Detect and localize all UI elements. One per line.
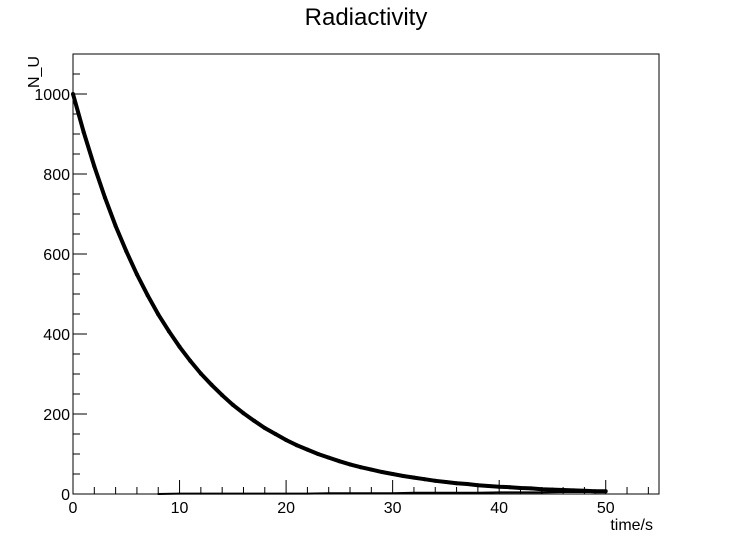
data-point xyxy=(476,491,479,494)
data-point xyxy=(145,293,150,298)
y-axis-label: N_U xyxy=(26,56,43,88)
data-point xyxy=(177,344,182,349)
data-point xyxy=(199,492,202,495)
data-point xyxy=(124,249,129,254)
data-point xyxy=(349,492,352,495)
y-tick-label: 400 xyxy=(43,327,70,344)
y-tick-label: 0 xyxy=(61,487,70,504)
data-point xyxy=(326,455,331,460)
data-point xyxy=(262,426,267,430)
axis-layer: 0 10 20 30 40 50 0 200 400 600 800 1000 xyxy=(34,53,649,517)
data-point xyxy=(434,491,437,494)
data-point xyxy=(178,492,181,495)
data-point xyxy=(113,224,118,228)
x-tick-label: 40 xyxy=(490,500,508,517)
data-point xyxy=(411,475,416,480)
data-point xyxy=(188,358,193,363)
data-point xyxy=(327,492,330,495)
data-point xyxy=(369,467,374,472)
data-point xyxy=(475,483,480,488)
data-point xyxy=(540,491,543,494)
data-point xyxy=(316,452,321,456)
data-point xyxy=(379,470,384,474)
x-tick-label: 50 xyxy=(597,500,615,517)
data-point xyxy=(519,491,522,494)
data-point xyxy=(562,491,565,493)
data-point xyxy=(498,491,501,494)
data-point xyxy=(306,492,309,495)
data-point xyxy=(273,432,278,436)
series-line-2 xyxy=(158,491,606,495)
data-point xyxy=(198,371,203,376)
data-point xyxy=(92,164,97,169)
data-point xyxy=(285,492,288,495)
y-tick-label: 200 xyxy=(43,407,70,424)
data-point xyxy=(454,481,459,486)
data-point xyxy=(391,492,394,495)
data-point xyxy=(561,488,566,492)
data-point xyxy=(81,130,86,134)
data-point xyxy=(390,472,395,476)
data-point xyxy=(422,477,427,482)
data-point xyxy=(507,485,512,490)
data-point xyxy=(604,491,607,493)
data-point xyxy=(284,438,289,442)
data-point xyxy=(412,491,415,494)
data-point xyxy=(102,195,107,200)
data-point xyxy=(220,393,225,398)
series-line-1 xyxy=(71,93,606,494)
data-point xyxy=(583,491,586,493)
data-point xyxy=(433,478,438,483)
x-tick-label: 20 xyxy=(277,500,295,517)
data-point xyxy=(497,484,502,489)
data-point xyxy=(455,491,458,494)
data-point xyxy=(294,443,299,448)
y-tick-label: 1000 xyxy=(34,87,70,104)
data-layer xyxy=(71,92,608,495)
x-axis-label: time/s xyxy=(610,517,653,534)
data-point xyxy=(252,418,257,423)
data-point xyxy=(241,411,246,416)
y-tick-label: 800 xyxy=(43,167,70,184)
data-point xyxy=(529,486,534,491)
data-point xyxy=(263,492,266,495)
data-point xyxy=(242,492,245,495)
data-point xyxy=(443,480,448,484)
data-point xyxy=(401,474,406,478)
data-point xyxy=(134,272,139,277)
x-tick-label: 10 xyxy=(171,500,189,517)
data-point xyxy=(156,312,161,317)
data-point xyxy=(221,492,224,495)
data-point xyxy=(358,465,363,470)
data-point xyxy=(166,329,171,334)
data-point xyxy=(337,459,342,464)
data-point xyxy=(230,402,235,407)
chart-title: Radiactivity xyxy=(305,4,428,31)
data-point xyxy=(550,487,555,492)
plot-frame xyxy=(72,53,660,495)
data-point xyxy=(370,492,373,495)
data-point xyxy=(518,486,523,490)
data-point xyxy=(209,382,214,387)
y-tick-label: 600 xyxy=(43,247,70,264)
data-point xyxy=(71,92,75,96)
data-point xyxy=(486,484,491,488)
x-tick-label: 0 xyxy=(69,500,78,517)
data-point xyxy=(348,462,353,467)
data-point xyxy=(465,482,470,486)
x-tick-label: 30 xyxy=(384,500,402,517)
data-point xyxy=(305,447,310,452)
data-point xyxy=(157,493,160,495)
data-point xyxy=(539,487,544,492)
